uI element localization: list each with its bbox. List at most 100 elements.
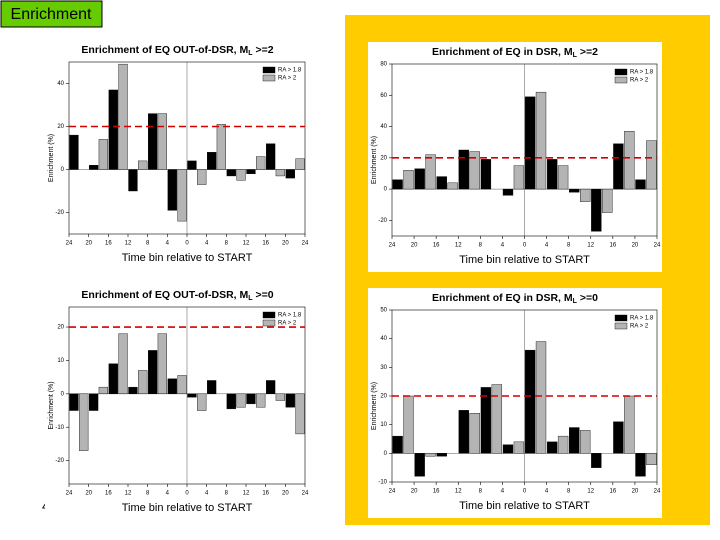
bar <box>580 430 591 454</box>
bar <box>403 170 414 190</box>
bar <box>425 154 436 190</box>
x-tick-label: 20 <box>411 489 418 495</box>
legend-swatch <box>262 319 276 327</box>
title-part: L <box>248 50 253 57</box>
x-tick-label: 0 <box>185 241 189 247</box>
bar <box>128 169 138 192</box>
bar <box>295 158 305 170</box>
bar <box>207 380 217 395</box>
bar <box>197 169 207 185</box>
bar <box>557 165 569 190</box>
bar <box>403 395 414 454</box>
bar <box>524 96 536 190</box>
legend-swatch <box>262 66 276 74</box>
bar <box>275 393 285 401</box>
bar <box>187 393 197 398</box>
bar <box>646 140 657 190</box>
x-tick-label: 8 <box>146 241 150 247</box>
x-tick-label: 12 <box>455 489 462 495</box>
bar <box>613 143 624 190</box>
x-tick-label: 8 <box>567 489 571 495</box>
bar <box>502 444 514 454</box>
y-tick-label: 10 <box>380 422 387 428</box>
y-tick-label: 0 <box>384 187 388 193</box>
x-tick-label: 24 <box>654 243 661 249</box>
bar <box>480 159 492 190</box>
bar <box>148 113 158 170</box>
y-tick-label: 60 <box>380 93 387 99</box>
chart-panel <box>368 288 662 518</box>
bar <box>624 395 635 454</box>
x-tick-label: 8 <box>225 241 229 247</box>
x-axis-label: Time bin relative to START <box>122 252 253 264</box>
y-axis-label: Enrichment (%) <box>371 136 378 184</box>
x-tick-label: 24 <box>654 489 661 495</box>
legend-swatch <box>614 68 628 76</box>
legend-label: RA > 1.8 <box>630 316 654 322</box>
bar <box>569 427 580 454</box>
x-tick-label: 20 <box>411 243 418 249</box>
y-tick-label: -20 <box>55 458 64 464</box>
bar <box>226 393 236 410</box>
x-tick-label: 4 <box>166 491 170 497</box>
x-tick-label: 12 <box>587 243 594 249</box>
x-tick-label: 20 <box>632 243 639 249</box>
x-tick-label: 16 <box>609 489 616 495</box>
bar <box>256 393 266 408</box>
x-tick-label: 8 <box>146 491 150 497</box>
bar <box>98 386 108 395</box>
bar <box>138 370 148 395</box>
title-part: >=2 <box>577 46 598 58</box>
bar <box>447 182 458 190</box>
x-tick-label: 24 <box>302 241 309 247</box>
bar <box>157 113 167 170</box>
title-part: Enrichment of EQ OUT-of-DSR, M <box>81 44 248 56</box>
y-tick-label: 80 <box>380 62 387 68</box>
bar <box>157 333 167 395</box>
x-tick-label: 16 <box>433 243 440 249</box>
y-tick-label: 40 <box>57 81 64 87</box>
title-box <box>0 0 103 28</box>
y-tick-label: -10 <box>378 480 387 486</box>
y-tick-label: 10 <box>57 358 64 364</box>
x-tick-label: 16 <box>433 489 440 495</box>
bar <box>458 149 469 190</box>
y-tick-label: -10 <box>55 425 64 431</box>
x-tick-label: 12 <box>243 491 250 497</box>
bar <box>491 384 503 454</box>
bar <box>502 188 514 196</box>
bar <box>635 179 646 190</box>
title-part: Enrichment of EQ OUT-of-DSR, M <box>81 289 248 301</box>
x-tick-label: 24 <box>302 491 309 497</box>
bar <box>546 441 558 454</box>
bar <box>635 453 646 477</box>
y-tick-label: 0 <box>384 451 388 457</box>
x-tick-label: 4 <box>545 243 549 249</box>
legend-label: RA > 1.8 <box>630 70 654 76</box>
x-tick-label: 16 <box>262 491 269 497</box>
bar <box>591 453 602 468</box>
bar <box>602 188 613 213</box>
bar <box>177 169 187 222</box>
y-axis-label: Enrichment (%) <box>48 381 55 429</box>
bar <box>295 393 305 435</box>
y-tick-label: 40 <box>380 336 387 342</box>
chart-title: Enrichment of EQ in DSR, ML >=2 <box>432 46 598 59</box>
x-tick-label: 0 <box>523 243 527 249</box>
legend-swatch <box>614 76 628 84</box>
bar <box>392 435 403 454</box>
bar <box>469 151 480 190</box>
x-tick-label: 24 <box>66 241 73 247</box>
x-tick-label: 8 <box>567 243 571 249</box>
x-axis-label: Time bin relative to START <box>459 500 590 512</box>
bar <box>79 393 89 451</box>
bar <box>275 169 285 177</box>
bar <box>569 188 580 193</box>
bar <box>458 410 469 454</box>
bar <box>236 169 246 181</box>
bar <box>524 349 536 454</box>
bar <box>246 393 256 405</box>
legend-label: RA > 2 <box>630 324 649 330</box>
bar <box>469 413 480 454</box>
